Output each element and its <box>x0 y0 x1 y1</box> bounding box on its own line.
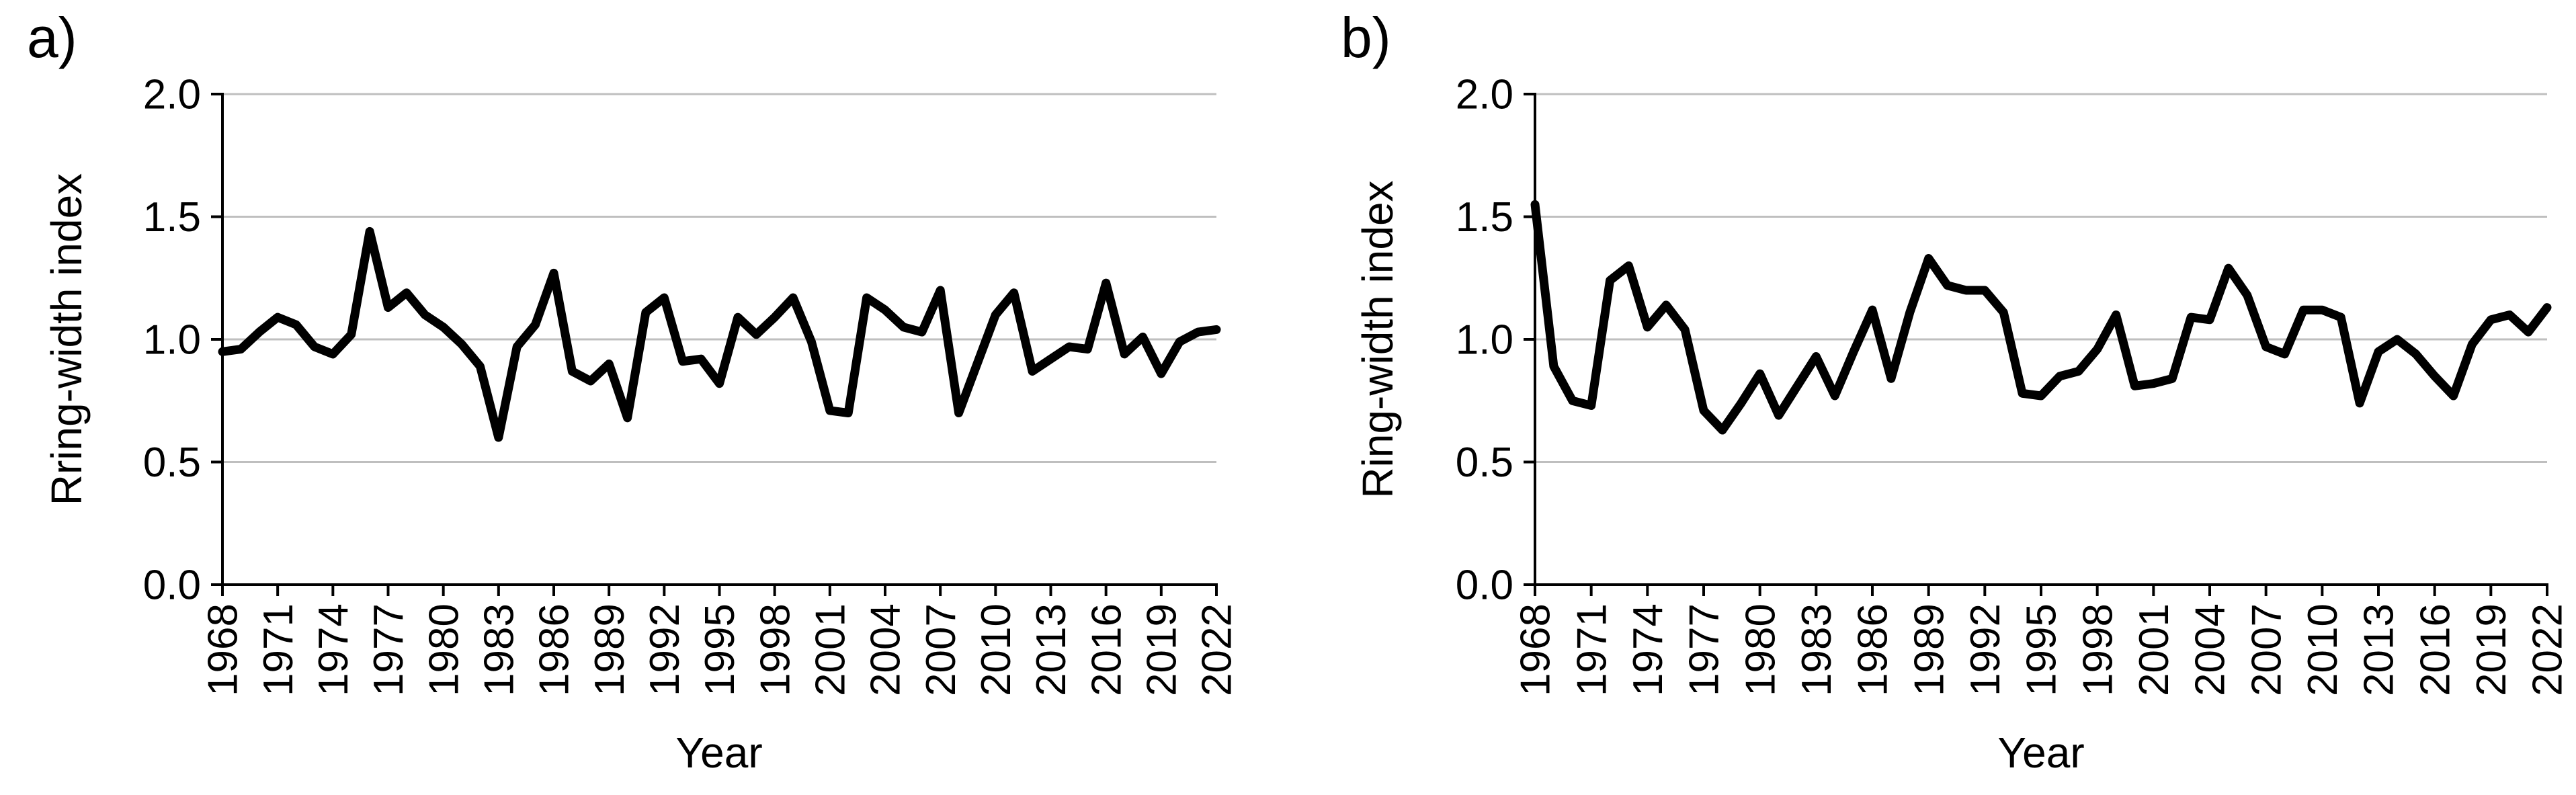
x-tick-label: 1971 <box>1569 603 1615 696</box>
ring-width-series <box>1530 200 2552 435</box>
panel-b-letter: b) <box>1341 6 1391 69</box>
x-tick-label: 1986 <box>532 603 578 696</box>
panel-b-y-axis-title: Ring-width index <box>1354 180 1402 499</box>
x-tick-label: 2004 <box>863 603 909 696</box>
x-tick-label: 1983 <box>1794 603 1840 696</box>
x-tick-label: 1968 <box>1513 603 1559 696</box>
x-tick-label: 1968 <box>200 603 247 696</box>
x-tick-label: 1983 <box>476 603 523 696</box>
y-tick-label: 0.0 <box>1456 562 1513 609</box>
panel-a-x-axis-title: Year <box>675 728 763 777</box>
x-tick-label: 1986 <box>1850 603 1897 696</box>
x-tick-label: 2010 <box>2300 603 2346 696</box>
x-tick-label: 1998 <box>752 603 798 696</box>
x-tick-label: 2022 <box>1194 603 1241 696</box>
x-tick-label: 2007 <box>2243 603 2290 696</box>
y-tick-label: 2.0 <box>143 72 201 118</box>
ring-width-series <box>218 226 1221 442</box>
x-tick-label: 2022 <box>2525 603 2571 696</box>
x-tick-label: 2019 <box>2468 603 2515 696</box>
x-tick-label: 1989 <box>587 603 633 696</box>
x-tick-label: 1971 <box>255 603 302 696</box>
x-tick-label: 1980 <box>421 603 467 696</box>
y-tick-label: 1.0 <box>1456 317 1513 364</box>
x-tick-label: 2001 <box>808 603 854 696</box>
y-tick-label: 0.5 <box>143 440 201 486</box>
x-tick-label: 2013 <box>2356 603 2403 696</box>
x-tick-label: 2016 <box>2412 603 2458 696</box>
y-tick-label: 1.5 <box>1456 194 1513 241</box>
y-tick-label: 2.0 <box>1456 72 1513 118</box>
x-tick-label: 2013 <box>1028 603 1075 696</box>
x-tick-label: 1992 <box>1962 603 2009 696</box>
x-tick-label: 1989 <box>1906 603 1952 696</box>
panel-a-letter: a) <box>27 6 77 69</box>
y-tick-label: 1.5 <box>143 194 201 241</box>
x-tick-label: 1974 <box>1625 603 1671 696</box>
panel-b-x-axis-title: Year <box>1997 728 2085 777</box>
x-tick-label: 1974 <box>310 603 357 696</box>
y-tick-label: 0.5 <box>1456 440 1513 486</box>
x-tick-label: 1998 <box>2075 603 2121 696</box>
panel-a-y-axis-title: Rring-width index <box>42 173 91 506</box>
y-tick-label: 0.0 <box>143 562 201 609</box>
x-tick-label: 2016 <box>1083 603 1130 696</box>
x-tick-label: 2004 <box>2188 603 2234 696</box>
x-tick-label: 1995 <box>2019 603 2065 696</box>
x-tick-label: 1992 <box>642 603 688 696</box>
x-tick-label: 2007 <box>918 603 964 696</box>
x-tick-label: 2019 <box>1139 603 1186 696</box>
x-tick-label: 2010 <box>973 603 1020 696</box>
x-tick-label: 1977 <box>1681 603 1728 696</box>
x-tick-label: 1977 <box>366 603 412 696</box>
x-tick-label: 1995 <box>697 603 743 696</box>
y-tick-label: 1.0 <box>143 317 201 364</box>
x-tick-label: 1980 <box>1737 603 1784 696</box>
x-tick-label: 2001 <box>2131 603 2177 696</box>
